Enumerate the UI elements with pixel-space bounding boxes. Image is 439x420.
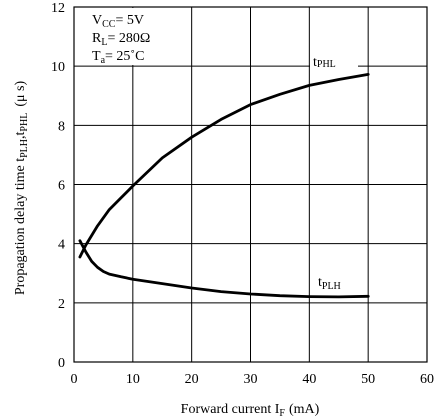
x-tick-label: 50 xyxy=(361,372,375,387)
y-tick-label: 10 xyxy=(51,60,65,75)
series-label-phl: tPHL xyxy=(313,55,336,70)
tick-labels: 0 10 20 30 40 50 60 0 2 4 6 8 10 12 xyxy=(51,1,434,387)
series-line-tphl xyxy=(78,73,370,259)
condition-vcc: VCC= 5V xyxy=(92,13,144,30)
x-tick-label: 60 xyxy=(420,372,434,387)
y-tick-label: 6 xyxy=(58,179,65,194)
x-tick-label: 30 xyxy=(244,372,258,387)
y-tick-label: 0 xyxy=(58,356,65,371)
x-axis-title: Forward current IF (mA) xyxy=(181,402,320,419)
series-line-tplh xyxy=(78,239,370,299)
series-label-plh-bg xyxy=(316,272,358,290)
plot-frame xyxy=(73,6,428,363)
y-tick-label: 12 xyxy=(51,1,65,16)
y-tick-label: 8 xyxy=(58,119,65,134)
y-axis-title: Propagation delay time tPLH,tPHL(μ s) xyxy=(13,81,30,296)
grid-lines xyxy=(74,7,427,362)
series-label-phl-bg xyxy=(310,52,358,70)
series-lines xyxy=(78,73,370,299)
condition-rl: RL= 280Ω xyxy=(92,31,150,48)
series-label-plh: tPLH xyxy=(318,275,341,292)
x-tick-label: 40 xyxy=(302,372,316,387)
x-tick-label: 0 xyxy=(71,372,78,387)
conditions-box xyxy=(86,8,168,65)
y-tick-label: 2 xyxy=(58,297,65,312)
y-tick-label: 4 xyxy=(58,238,65,253)
x-tick-label: 10 xyxy=(126,372,140,387)
condition-ta: Ta= 25˚C xyxy=(92,49,144,66)
x-tick-label: 20 xyxy=(185,372,199,387)
